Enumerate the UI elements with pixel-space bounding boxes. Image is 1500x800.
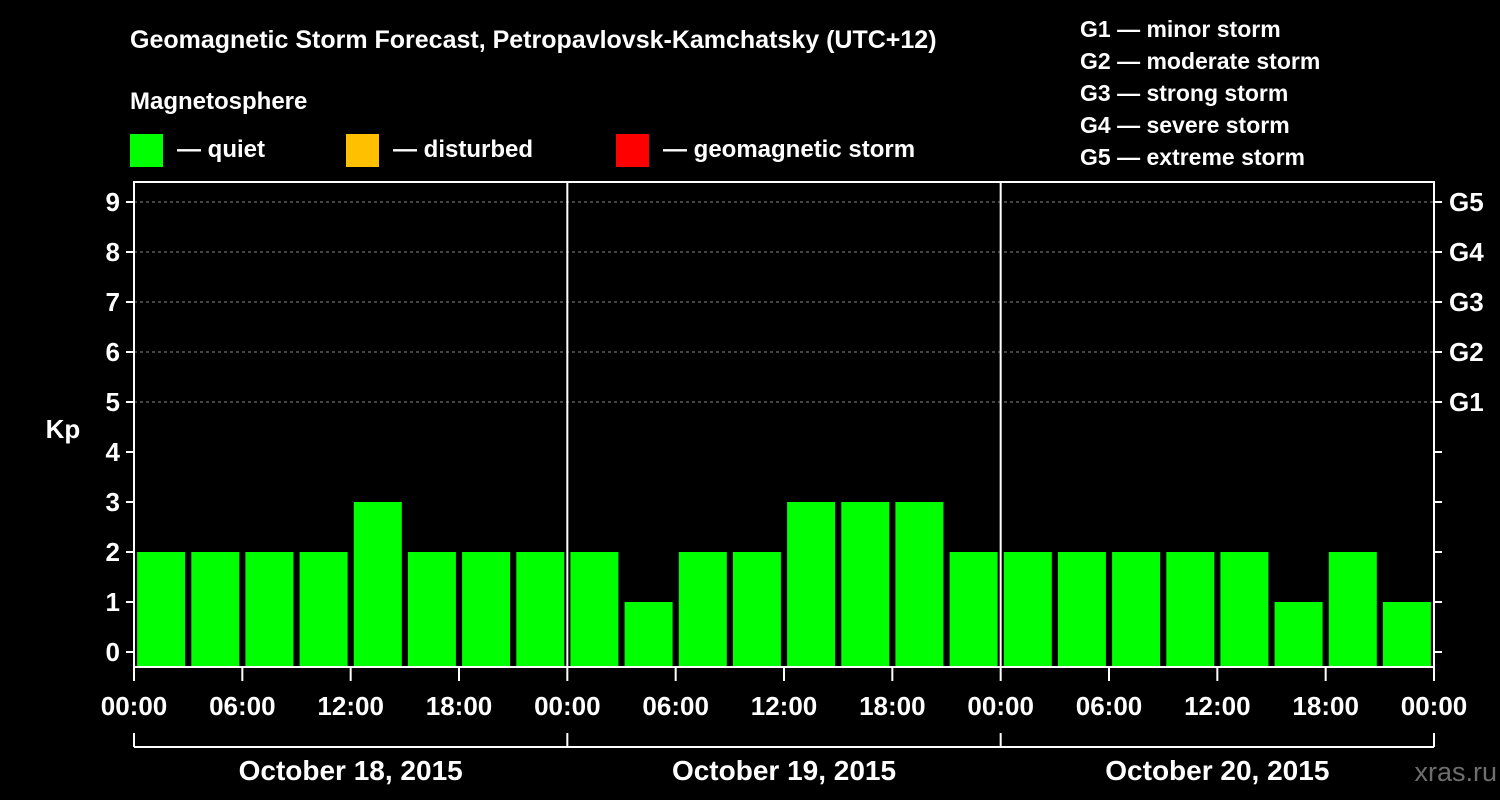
x-tick-label: 06:00 [642, 691, 709, 721]
kp-bar [841, 502, 890, 667]
watermark: xras.ru [1414, 757, 1497, 787]
y-tick-label: 8 [106, 237, 120, 267]
kp-bar [787, 502, 836, 667]
x-tick-label: 12:00 [317, 691, 384, 721]
kp-bar [1003, 552, 1052, 667]
kp-bar [353, 502, 402, 667]
day-label: October 20, 2015 [1105, 755, 1329, 786]
storm-level-label: G1 [1449, 387, 1484, 417]
legend-swatch-disturbed [346, 134, 379, 167]
kp-bar [949, 552, 998, 667]
x-tick-label: 18:00 [1292, 691, 1359, 721]
kp-bar [462, 552, 511, 667]
storm-scale-g3: G3 — strong storm [1080, 80, 1288, 106]
kp-bar [1112, 552, 1161, 667]
kp-bar [516, 552, 565, 667]
kp-bar [732, 552, 781, 667]
y-tick-label: 4 [106, 437, 121, 467]
kp-bar [137, 552, 186, 667]
x-tick-label: 18:00 [426, 691, 493, 721]
y-axis-label: Kp [46, 414, 81, 444]
legend-swatch-quiet [130, 134, 163, 167]
x-tick-label: 06:00 [209, 691, 276, 721]
storm-level-label: G2 [1449, 337, 1484, 367]
kp-bar [624, 602, 673, 667]
storm-scale-g5: G5 — extreme storm [1080, 144, 1305, 170]
legend-label-storm: — geomagnetic storm [663, 136, 915, 163]
day-label: October 19, 2015 [672, 755, 896, 786]
kp-bar [1274, 602, 1323, 667]
storm-level-label: G4 [1449, 237, 1484, 267]
y-tick-label: 3 [106, 487, 120, 517]
storm-scale-g2: G2 — moderate storm [1080, 48, 1320, 74]
x-tick-label: 00:00 [101, 691, 168, 721]
y-tick-label: 7 [106, 287, 120, 317]
storm-level-label: G5 [1449, 187, 1484, 217]
x-tick-label: 00:00 [967, 691, 1034, 721]
legend-label-disturbed: — disturbed [393, 136, 533, 163]
legend-title: Magnetosphere [130, 88, 307, 115]
day-label: October 18, 2015 [239, 755, 463, 786]
kp-bar [245, 552, 294, 667]
kp-bar [1328, 552, 1377, 667]
kp-bar [570, 552, 619, 667]
x-tick-label: 18:00 [859, 691, 926, 721]
y-tick-label: 0 [106, 637, 120, 667]
chart-title: Geomagnetic Storm Forecast, Petropavlovs… [130, 26, 937, 54]
y-tick-label: 6 [106, 337, 120, 367]
x-tick-label: 00:00 [1401, 691, 1468, 721]
y-tick-label: 9 [106, 187, 120, 217]
x-tick-label: 00:00 [534, 691, 601, 721]
x-tick-label: 12:00 [751, 691, 818, 721]
kp-bar [191, 552, 240, 667]
kp-bar [895, 502, 944, 667]
kp-bar [678, 552, 727, 667]
storm-level-label: G3 [1449, 287, 1484, 317]
y-tick-label: 2 [106, 537, 120, 567]
storm-scale-g4: G4 — severe storm [1080, 112, 1290, 138]
legend-label-quiet: — quiet [177, 136, 265, 163]
y-tick-label: 1 [106, 587, 120, 617]
kp-bar [1166, 552, 1215, 667]
x-tick-label: 12:00 [1184, 691, 1251, 721]
x-tick-label: 06:00 [1076, 691, 1143, 721]
kp-bar [1057, 552, 1106, 667]
kp-bar [407, 552, 456, 667]
storm-scale-g1: G1 — minor storm [1080, 16, 1281, 42]
legend-swatch-storm [616, 134, 649, 167]
y-tick-label: 5 [106, 387, 120, 417]
kp-bar [299, 552, 348, 667]
kp-bar [1220, 552, 1269, 667]
kp-bar [1382, 602, 1431, 667]
